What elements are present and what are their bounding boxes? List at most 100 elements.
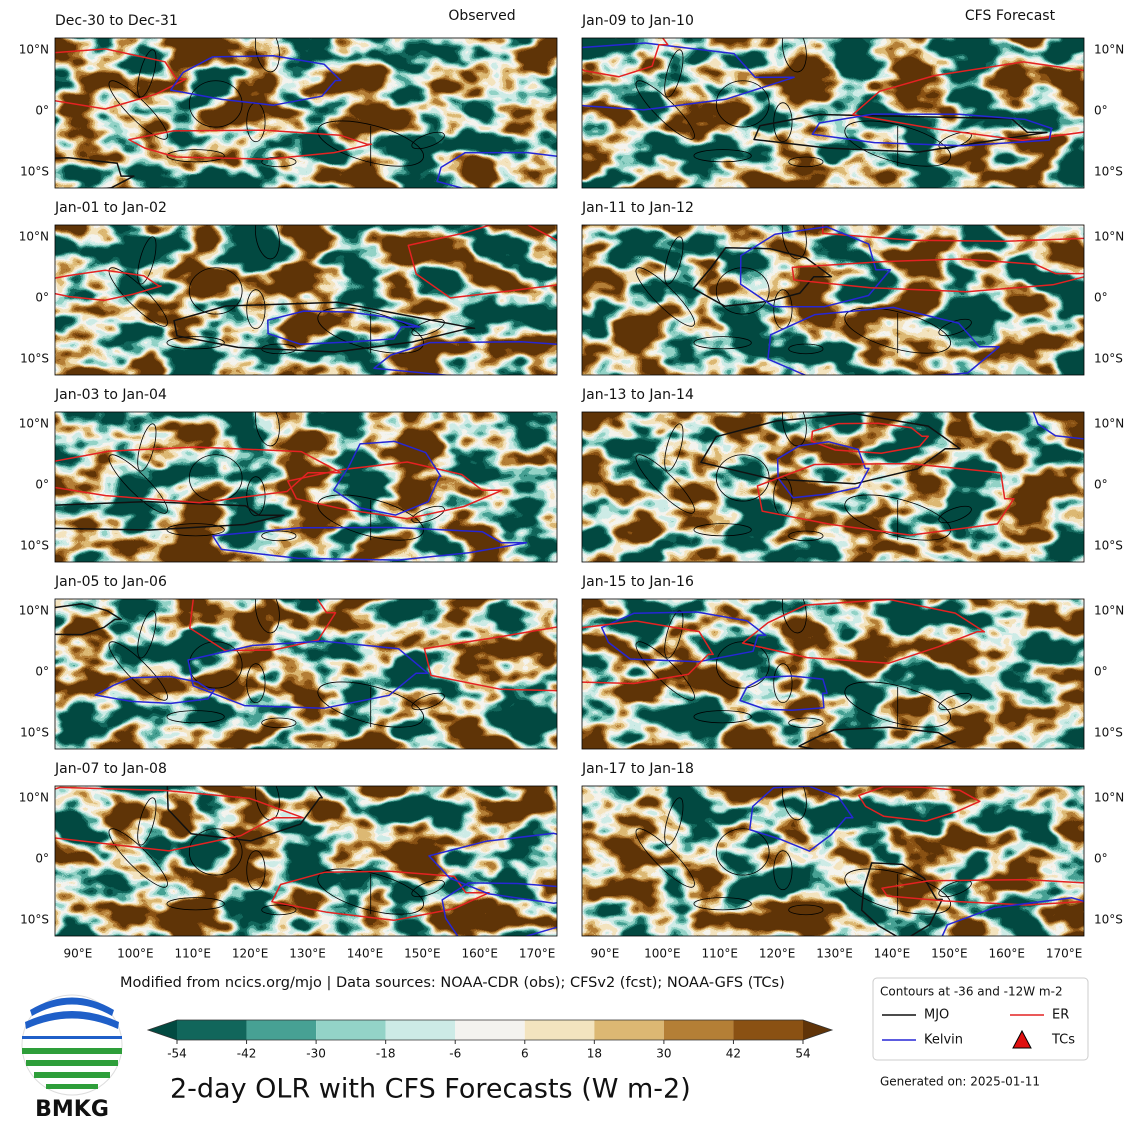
- lon-label: 90°E: [591, 947, 620, 961]
- lon-label: 140°E: [874, 947, 911, 961]
- map-panel: [0, 24, 607, 193]
- lat-label: 10°N: [1094, 791, 1124, 805]
- lon-label: 150°E: [931, 947, 968, 961]
- map-panel: [33, 574, 667, 749]
- generated-date: Generated on: 2025-01-11: [880, 1075, 1040, 1089]
- colorbar-tick-label: -30: [306, 1047, 326, 1061]
- colorbar-tick-label: -6: [449, 1047, 461, 1061]
- panel-title: Jan-17 to Jan-18: [581, 761, 694, 777]
- lon-label: 110°E: [175, 947, 212, 961]
- lat-label: 10°N: [19, 604, 49, 618]
- panel-title: Jan-09 to Jan-10: [581, 13, 694, 29]
- lon-label: 140°E: [347, 947, 384, 961]
- lon-label: 100°E: [117, 947, 154, 961]
- colorbar-tick-label: 30: [656, 1047, 671, 1061]
- lat-label: 10°N: [1094, 604, 1124, 618]
- lon-label: 170°E: [519, 947, 556, 961]
- panel-title: Jan-01 to Jan-02: [54, 200, 167, 216]
- lat-label: 0°: [1094, 104, 1108, 118]
- olr-field: [55, 225, 557, 375]
- legend-label: Kelvin: [924, 1033, 963, 1048]
- map-panel: [521, 585, 1084, 754]
- logo: BMKG: [22, 995, 122, 1122]
- source-note: Modified from ncics.org/mjo | Data sourc…: [120, 975, 785, 991]
- colorbar-bin: [525, 1020, 595, 1040]
- logo-text: BMKG: [35, 1097, 109, 1122]
- lat-label: 0°: [1094, 665, 1108, 679]
- olr-field: [55, 412, 557, 562]
- colorbar-bin: [455, 1020, 525, 1040]
- lat-label: 0°: [1094, 478, 1108, 492]
- lat-label: 10°N: [19, 791, 49, 805]
- panel-title: Jan-07 to Jan-08: [54, 761, 167, 777]
- lat-label: 10°S: [20, 165, 49, 179]
- colorbar-bin: [733, 1020, 803, 1040]
- colorbar-tick-label: 18: [587, 1047, 602, 1061]
- map-panel: [582, 772, 1136, 964]
- lat-label: 10°S: [1094, 913, 1123, 927]
- lon-label: 160°E: [989, 947, 1026, 961]
- colorbar-title: 2-day OLR with CFS Forecasts (W m-2): [170, 1074, 691, 1105]
- legend-label: ER: [1052, 1008, 1069, 1023]
- column-header: Observed: [448, 8, 515, 24]
- map-panel: [0, 398, 557, 562]
- lat-label: 10°S: [20, 539, 49, 553]
- map-panel: [0, 762, 650, 941]
- legend-title: Contours at -36 and -12W m-2: [880, 985, 1063, 999]
- lon-label: 120°E: [759, 947, 796, 961]
- olr-field: [55, 786, 557, 936]
- lat-label: 10°S: [20, 352, 49, 366]
- map-panel: [478, 10, 1136, 188]
- lat-label: 10°N: [1094, 43, 1124, 57]
- lon-label: 150°E: [404, 947, 441, 961]
- colorbar-bin: [386, 1020, 456, 1040]
- lat-label: 0°: [1094, 291, 1108, 305]
- olr-field: [582, 38, 1084, 188]
- map-panel: [582, 207, 1136, 379]
- colorbar-bin: [247, 1020, 317, 1040]
- colorbar-tick-label: 54: [795, 1047, 810, 1061]
- colorbar-tick-label: 6: [521, 1047, 529, 1061]
- lat-label: 0°: [1094, 852, 1108, 866]
- logo-bar: [26, 1060, 118, 1066]
- colorbar-tick-label: -54: [167, 1047, 187, 1061]
- logo-bar: [22, 1036, 122, 1039]
- lat-label: 10°N: [19, 417, 49, 431]
- logo-bar: [34, 1072, 110, 1078]
- lat-label: 0°: [35, 104, 49, 118]
- lat-label: 10°S: [1094, 352, 1123, 366]
- olr-field: [582, 225, 1084, 375]
- legend-label: MJO: [924, 1008, 949, 1023]
- lat-label: 10°N: [19, 43, 49, 57]
- lon-label: 90°E: [64, 947, 93, 961]
- panel-title: Dec-30 to Dec-31: [55, 13, 178, 29]
- lon-label: 170°E: [1046, 947, 1083, 961]
- colorbar-extension: [148, 1020, 177, 1040]
- logo-bar: [46, 1084, 98, 1089]
- lon-label: 110°E: [702, 947, 739, 961]
- lat-label: 0°: [35, 291, 49, 305]
- map-panel: [39, 211, 616, 378]
- olr-field: [582, 412, 1084, 562]
- colorbar-tick-label: 42: [726, 1047, 741, 1061]
- colorbar-tick-label: -42: [237, 1047, 257, 1061]
- lat-label: 0°: [35, 665, 49, 679]
- lat-label: 10°S: [20, 913, 49, 927]
- figure: Observed CFS Forecast Modified from ncic…: [0, 0, 1136, 1124]
- olr-field: [55, 599, 557, 749]
- lon-label: 160°E: [462, 947, 499, 961]
- lon-label: 130°E: [289, 947, 326, 961]
- colorbar-bin: [664, 1020, 734, 1040]
- lon-label: 100°E: [644, 947, 681, 961]
- colorbar-tick-label: -18: [376, 1047, 396, 1061]
- olr-field: [582, 786, 1084, 936]
- colorbar-bin: [177, 1020, 247, 1040]
- lon-label: 130°E: [816, 947, 853, 961]
- olr-field: [582, 599, 1084, 749]
- lat-label: 10°S: [1094, 165, 1123, 179]
- panel-title: Jan-13 to Jan-14: [581, 387, 694, 403]
- lat-label: 10°S: [1094, 726, 1123, 740]
- lat-label: 10°S: [1094, 539, 1123, 553]
- lat-label: 0°: [35, 852, 49, 866]
- colorbar-extension: [803, 1020, 832, 1040]
